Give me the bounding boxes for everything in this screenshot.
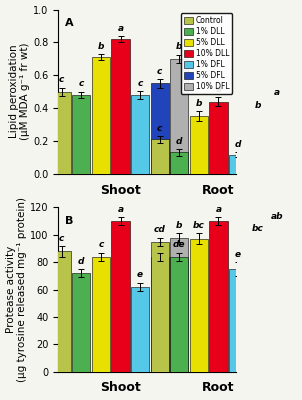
Text: c: c <box>157 240 162 249</box>
Y-axis label: Protease activity
(μg tyrosine released mg⁻¹ protein): Protease activity (μg tyrosine released … <box>5 197 27 382</box>
Text: c: c <box>59 234 64 242</box>
Text: a: a <box>215 205 222 214</box>
Text: b: b <box>196 99 202 108</box>
Text: A: A <box>65 18 74 28</box>
Bar <box>229 155 247 174</box>
Bar <box>170 59 188 174</box>
Text: d: d <box>235 140 241 149</box>
Bar <box>170 238 188 372</box>
Bar <box>111 221 130 372</box>
Legend: Control, 1% DLL, 5% DLL, 10% DLL, 1% DFL, 5% DFL, 10% DFL: Control, 1% DLL, 5% DLL, 10% DLL, 1% DFL… <box>181 13 233 94</box>
Bar <box>249 116 267 174</box>
Text: bc: bc <box>193 221 205 230</box>
Bar <box>92 257 110 372</box>
Bar <box>92 57 110 174</box>
Text: b: b <box>254 101 261 110</box>
Text: c: c <box>157 67 162 76</box>
Text: d: d <box>176 137 182 146</box>
Bar <box>131 95 149 174</box>
Text: c: c <box>137 78 143 88</box>
Bar <box>111 39 130 174</box>
Bar <box>210 102 227 174</box>
Bar <box>190 239 208 372</box>
Text: c: c <box>98 240 104 249</box>
Bar <box>249 240 267 372</box>
Text: c: c <box>59 75 64 84</box>
Text: c: c <box>79 79 84 88</box>
Bar <box>53 251 71 372</box>
Text: c: c <box>157 124 162 133</box>
Text: ab: ab <box>271 212 284 221</box>
Bar <box>229 269 247 372</box>
Bar <box>151 84 169 174</box>
Bar <box>72 273 90 372</box>
Bar <box>72 95 90 174</box>
Text: de: de <box>173 240 186 249</box>
Bar <box>268 104 286 174</box>
Text: cd: cd <box>154 225 165 234</box>
Bar <box>151 257 169 372</box>
Bar <box>131 287 149 372</box>
Text: a: a <box>215 85 222 94</box>
Text: b: b <box>98 42 104 51</box>
Y-axis label: Lipid peroxidation
(μM MDA g⁻¹ fr wt): Lipid peroxidation (μM MDA g⁻¹ fr wt) <box>9 43 30 140</box>
Text: b: b <box>176 42 182 52</box>
Text: e: e <box>137 270 143 280</box>
Bar <box>190 116 208 174</box>
Bar <box>151 139 169 174</box>
Bar <box>170 152 188 174</box>
Text: b: b <box>176 221 182 230</box>
Text: e: e <box>235 250 241 259</box>
Bar <box>53 92 71 174</box>
Bar <box>170 257 188 372</box>
Text: B: B <box>65 216 74 226</box>
Text: d: d <box>78 257 85 266</box>
Text: a: a <box>117 24 124 32</box>
Bar <box>210 221 227 372</box>
Text: a: a <box>274 88 280 98</box>
Bar <box>151 242 169 372</box>
Text: a: a <box>117 205 124 214</box>
Bar <box>268 228 286 372</box>
Text: bc: bc <box>252 224 264 233</box>
